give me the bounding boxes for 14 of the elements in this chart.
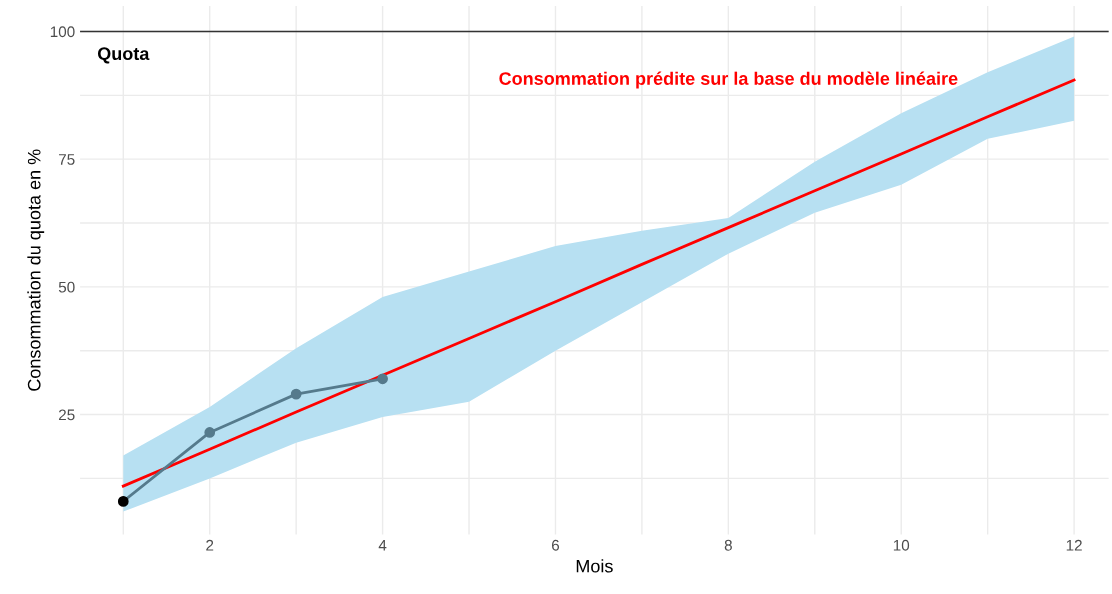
x-tick-label: 8 (724, 539, 732, 551)
y-tick-label: 100 (50, 26, 75, 38)
y-tick-label: 25 (58, 409, 75, 421)
text: Consommation prédite sur la base du modèle linéaire (499, 71, 958, 89)
x-tick-label: 12 (1066, 539, 1082, 551)
y-tick-label: 75 (58, 154, 75, 165)
x-tick-label: 6 (552, 539, 560, 551)
y-tick-label: 50 (58, 281, 75, 293)
x-tick-label: 10 (893, 539, 910, 551)
y-axis-title: Consommation du quota en % (27, 149, 45, 391)
x-tick-label: 4 (378, 540, 387, 551)
x-tick-label: 2 (206, 539, 214, 551)
ref-line-label: Quota (97, 47, 150, 64)
x-axis-title: Mois (576, 559, 613, 573)
